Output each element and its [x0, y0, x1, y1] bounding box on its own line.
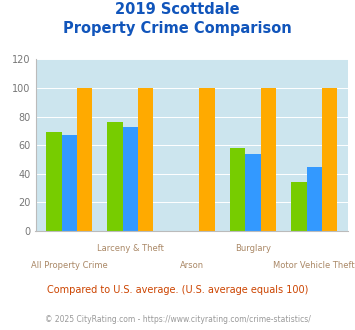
- Text: Motor Vehicle Theft: Motor Vehicle Theft: [273, 261, 355, 270]
- Bar: [322, 88, 337, 231]
- Text: Larceny & Theft: Larceny & Theft: [97, 244, 164, 253]
- Bar: [307, 167, 322, 231]
- Bar: [108, 122, 123, 231]
- Bar: [291, 182, 307, 231]
- Text: All Property Crime: All Property Crime: [31, 261, 108, 270]
- Text: Property Crime Comparison: Property Crime Comparison: [63, 21, 292, 36]
- Bar: [230, 148, 245, 231]
- Text: © 2025 CityRating.com - https://www.cityrating.com/crime-statistics/: © 2025 CityRating.com - https://www.city…: [45, 315, 310, 324]
- Text: Arson: Arson: [180, 261, 204, 270]
- Bar: [261, 88, 276, 231]
- Bar: [77, 88, 92, 231]
- Bar: [138, 88, 153, 231]
- Bar: [46, 132, 61, 231]
- Text: Burglary: Burglary: [235, 244, 271, 253]
- Bar: [61, 135, 77, 231]
- Bar: [245, 154, 261, 231]
- Text: 2019 Scottdale: 2019 Scottdale: [115, 2, 240, 16]
- Bar: [200, 88, 215, 231]
- Text: Compared to U.S. average. (U.S. average equals 100): Compared to U.S. average. (U.S. average …: [47, 285, 308, 295]
- Bar: [123, 127, 138, 231]
